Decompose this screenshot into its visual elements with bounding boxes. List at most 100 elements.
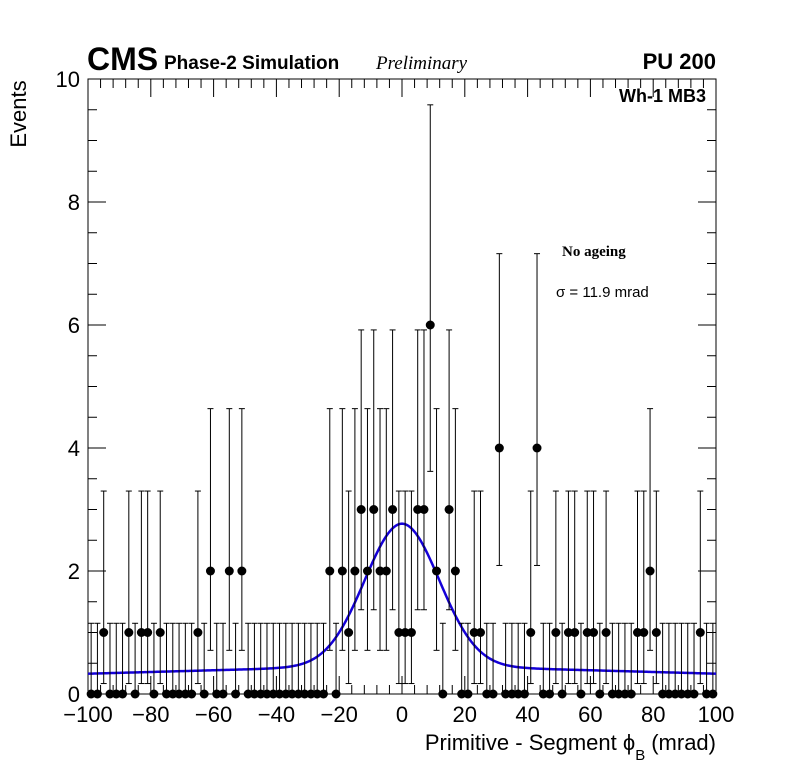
data-point-group (469, 490, 479, 685)
data-point (155, 628, 165, 637)
data-point (513, 689, 523, 699)
data-point-group (419, 329, 429, 611)
data-point (476, 628, 485, 637)
data-point (212, 689, 222, 699)
data-point (143, 628, 153, 637)
data-point (180, 689, 190, 699)
data-point-group (457, 622, 467, 699)
data-point (306, 689, 316, 699)
data-point (174, 689, 184, 699)
data-point-group (438, 622, 448, 699)
x-axis-title-subscript: B (635, 747, 645, 764)
data-point-group (526, 490, 536, 685)
data-point-group (683, 622, 693, 699)
data-point (162, 689, 171, 699)
x-tick-label: −40 (258, 702, 295, 727)
data-point (494, 443, 504, 453)
data-point (689, 689, 699, 699)
y-tick-label: 6 (68, 313, 80, 338)
data-point (362, 566, 372, 576)
data-point (526, 628, 536, 637)
x-tick-label: 40 (515, 702, 539, 727)
data-point (551, 628, 561, 637)
data-point-group (319, 622, 328, 699)
data-point-group (444, 329, 454, 611)
data-point (168, 689, 178, 699)
data-point-group (143, 490, 153, 685)
data-point-group (557, 622, 567, 699)
data-point-group (205, 408, 215, 651)
no-ageing-label: No ageing (562, 244, 626, 260)
data-points-group (86, 104, 718, 699)
data-point-group (639, 490, 649, 685)
data-point (281, 689, 291, 699)
data-point-group (124, 490, 134, 685)
data-point-group (362, 408, 372, 651)
data-point-group (450, 408, 460, 651)
data-point (205, 566, 215, 576)
data-point (658, 689, 668, 699)
fit-curve-group (87, 522, 717, 675)
y-axis: 0 2 4 6 8 10 (56, 67, 716, 707)
y-tick-label: 0 (68, 682, 80, 707)
x-tick-label: 60 (578, 702, 602, 727)
data-point-group (300, 622, 310, 699)
data-point-group (218, 622, 228, 699)
y-tick-label: 10 (56, 67, 80, 92)
sigma-label: σ = 11.9 mrad (556, 284, 649, 301)
data-point (136, 628, 146, 637)
data-point (243, 689, 253, 699)
data-point-group (344, 490, 354, 685)
data-point-group (155, 490, 165, 685)
data-point (369, 505, 379, 514)
x-axis: −100 −80 −60 −40 −20 0 20 40 60 80 100 (63, 79, 734, 727)
data-point (193, 628, 203, 637)
data-point (545, 689, 555, 699)
data-point (695, 628, 705, 637)
data-point (413, 505, 423, 514)
data-point-group (312, 622, 322, 699)
cms-label: CMS (87, 41, 158, 77)
data-point (275, 689, 285, 699)
data-point-group (589, 490, 599, 685)
data-point-group (199, 622, 209, 699)
data-point-group (287, 622, 297, 699)
data-point (601, 628, 611, 637)
data-point (676, 689, 686, 699)
data-point (620, 689, 630, 699)
data-point (589, 628, 599, 637)
data-point-group (275, 622, 285, 699)
data-point-group (570, 490, 580, 685)
data-point-group (293, 622, 303, 699)
data-point-group (476, 490, 485, 685)
data-point-group (375, 408, 385, 651)
data-point-group (545, 622, 555, 699)
data-point (356, 505, 366, 514)
x-tick-label: −100 (63, 702, 113, 727)
data-point-group (601, 490, 611, 685)
data-point (350, 566, 360, 576)
data-point-group (356, 329, 366, 611)
data-point-group (695, 490, 705, 685)
data-point-group (413, 329, 423, 611)
data-point (645, 566, 655, 576)
data-point-group (306, 622, 316, 699)
x-axis-title-main: Primitive - Segment ϕ (425, 730, 635, 755)
preliminary-label: Preliminary (375, 53, 468, 74)
x-axis-title-unit: (mrad) (651, 730, 716, 755)
x-tick-label: −60 (195, 702, 232, 727)
data-point (425, 320, 435, 330)
data-point (595, 689, 605, 699)
data-point-group (149, 622, 159, 699)
data-point-group (243, 622, 253, 699)
data-point (111, 689, 121, 699)
pileup-label: PU 200 (643, 49, 716, 74)
data-point-group (494, 253, 504, 566)
data-point-group (268, 622, 278, 699)
data-point-group (406, 490, 416, 685)
data-point-group (664, 622, 674, 699)
data-point (639, 628, 649, 637)
y-tick-label: 8 (68, 190, 80, 215)
data-point-group (231, 622, 241, 699)
